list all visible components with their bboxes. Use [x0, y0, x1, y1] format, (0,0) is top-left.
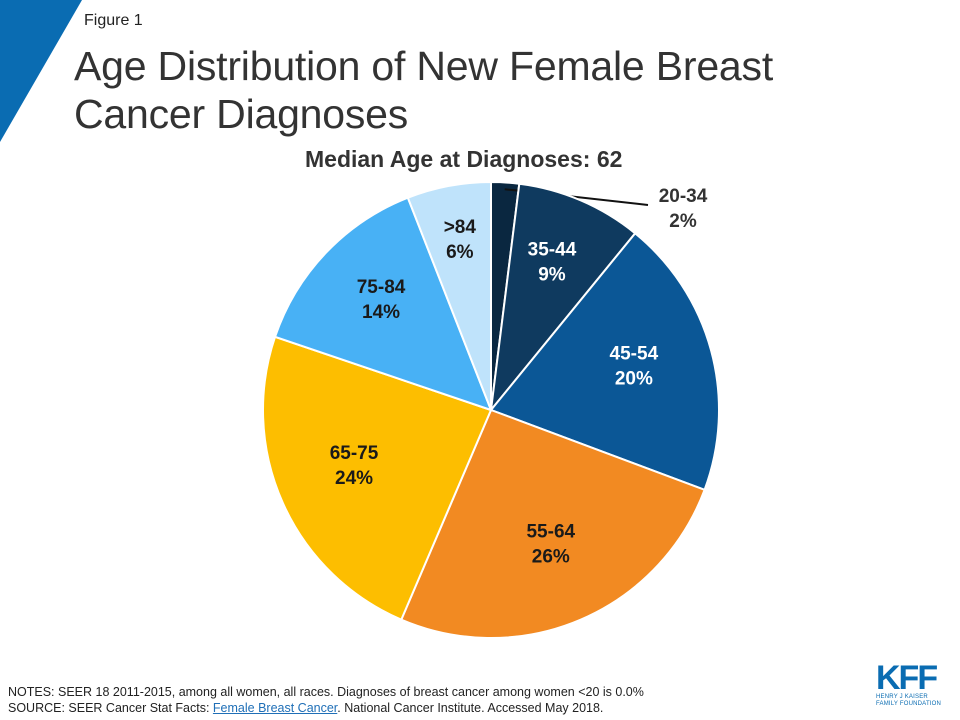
logo-mark: KFF	[876, 659, 938, 697]
slice-value-label: 9%	[538, 265, 566, 286]
slice-value-label: 26%	[532, 547, 570, 568]
pie-slice-65-75	[262, 335, 493, 621]
pie-slice-over-84	[406, 180, 492, 411]
slice-category-label: 55-64	[526, 522, 575, 543]
source-link[interactable]: Female Breast Cancer	[212, 701, 338, 715]
slice-value-label: 24%	[335, 468, 373, 489]
slice-value-label: 6%	[446, 242, 474, 263]
slice-category-label: 45-54	[610, 343, 659, 364]
kff-logo: KFF HENRY J KAISER FAMILY FOUNDATION	[876, 659, 954, 708]
figure-label: Figure 1	[84, 12, 143, 29]
slice-category-label: 20-34	[659, 186, 708, 207]
slice-category-label: 65-75	[330, 443, 379, 464]
slice-category-label: 35-44	[528, 240, 577, 261]
slice-category-label: 75-84	[357, 277, 406, 298]
source-line: SOURCE: SEER Cancer Stat Facts: Female B…	[8, 700, 644, 716]
logo-line-2: FAMILY FOUNDATION	[876, 701, 942, 707]
notes-block: NOTES: SEER 18 2011-2015, among all wome…	[8, 684, 644, 716]
pie-slice-45-54	[489, 231, 720, 492]
corner-accent	[0, 0, 82, 142]
pie-slice-35-44	[489, 182, 637, 414]
slice-value-label: 14%	[362, 302, 400, 323]
notes-text: NOTES: SEER 18 2011-2015, among all wome…	[8, 685, 644, 699]
pie-slice-75-84	[273, 196, 493, 412]
chart-subtitle: Median Age at Diagnoses: 62	[305, 146, 623, 172]
slice-value-label: 20%	[615, 368, 653, 389]
chart-title: Age Distribution of New Female Breast Ca…	[74, 43, 774, 137]
logo-line-1: HENRY J KAISER	[876, 694, 928, 700]
source-prefix: SOURCE: SEER Cancer Stat Facts:	[8, 701, 213, 715]
pie-slice-55-64	[399, 408, 706, 639]
slice-category-label: >84	[444, 217, 477, 238]
source-suffix: . National Cancer Institute. Accessed Ma…	[337, 701, 604, 715]
slice-value-label: 2%	[669, 211, 697, 232]
